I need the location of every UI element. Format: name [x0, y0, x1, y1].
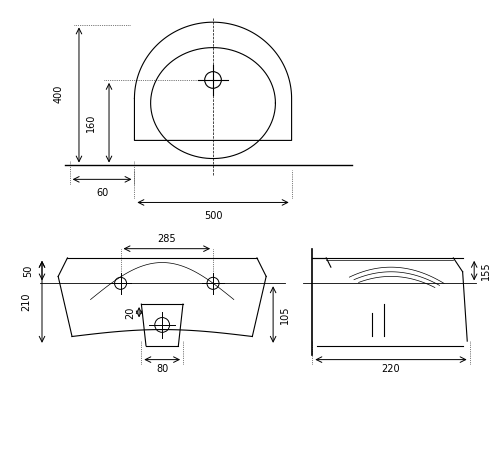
Text: 105: 105 [280, 306, 289, 324]
Text: 20: 20 [125, 306, 135, 319]
Text: 160: 160 [86, 113, 96, 132]
Text: 155: 155 [480, 261, 490, 280]
Text: 60: 60 [96, 188, 108, 198]
Text: 220: 220 [382, 364, 400, 374]
Text: 80: 80 [156, 364, 168, 374]
Text: 210: 210 [21, 292, 31, 311]
Text: 400: 400 [53, 85, 63, 103]
Text: 500: 500 [204, 211, 223, 221]
Text: 285: 285 [158, 234, 176, 245]
Text: 50: 50 [23, 265, 33, 277]
